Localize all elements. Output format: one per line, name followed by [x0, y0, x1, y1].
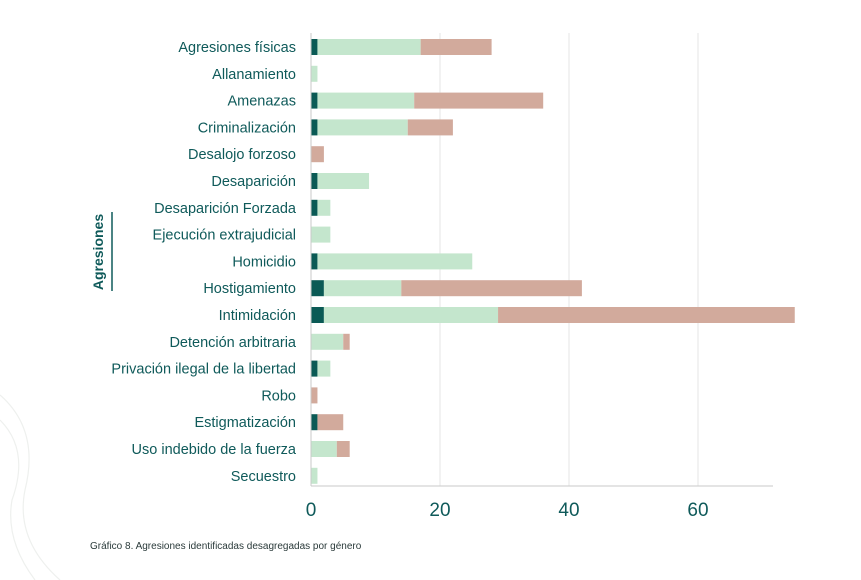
bar-segment: [420, 39, 492, 55]
bar-segment: [311, 199, 318, 216]
x-tick-label: 0: [306, 500, 317, 521]
bar-segment: [311, 65, 318, 82]
category-labels: Agresiones físicas Allanamiento Amenazas Cr…: [111, 40, 297, 485]
bar-segment: [311, 441, 337, 457]
bar-segment: [317, 414, 344, 431]
category-label: Estigmatización: [194, 415, 296, 431]
category-label: Homicidio: [232, 254, 296, 270]
x-tick-label: 40: [558, 500, 579, 521]
category-label: Desaparición Forzada: [154, 201, 297, 217]
bar-segment: [311, 467, 318, 484]
bar-segment: [317, 119, 408, 136]
bar-segment: [323, 280, 402, 297]
bar-segment: [311, 146, 324, 163]
category-label: Privación ilegal de la libertad: [111, 362, 296, 378]
bars: [311, 39, 795, 484]
bar-segment: [311, 387, 318, 404]
bar-segment: [311, 92, 318, 109]
chart-caption: Gráfico 8. Agresiones identificadas desa…: [90, 541, 362, 552]
category-label: Secuestro: [231, 469, 296, 485]
bar-segment: [323, 307, 499, 323]
bar-segment: [311, 119, 318, 136]
bar-segment: [311, 39, 318, 55]
x-axis: 0 20 40 60: [306, 33, 773, 521]
bar-segment: [311, 414, 318, 431]
bar-segment: [311, 360, 318, 377]
y-axis-title-group: Agresiones: [90, 212, 113, 291]
category-label: Detención arbitraria: [169, 335, 296, 351]
category-label: Allanamiento: [212, 67, 296, 83]
bar-segment: [336, 441, 350, 457]
bar-segment: [311, 253, 318, 270]
category-label: Amenazas: [227, 94, 296, 110]
bar-segment: [311, 173, 318, 189]
category-label: Criminalización: [198, 120, 296, 136]
x-tick-label: 20: [429, 500, 450, 521]
y-axis-title: Agresiones: [90, 214, 106, 290]
bar-segment: [343, 333, 350, 350]
category-label: Intimidación: [219, 308, 296, 324]
bar-segment: [317, 92, 415, 109]
bar-segment: [317, 39, 421, 55]
category-label: Uso indebido de la fuerza: [132, 442, 297, 458]
bar-segment: [311, 333, 344, 350]
category-label: Desalojo forzoso: [188, 147, 296, 163]
category-label: Ejecución extrajudicial: [153, 228, 296, 244]
category-label: Robo: [261, 388, 296, 404]
bar-segment: [311, 226, 331, 243]
category-label: Desaparición: [211, 174, 296, 190]
bar-segment: [311, 280, 324, 297]
category-label: Agresiones físicas: [178, 40, 296, 56]
bar-segment: [311, 307, 324, 323]
x-tick-label: 60: [687, 500, 708, 521]
bar-segment: [498, 307, 795, 323]
category-label: Hostigamiento: [203, 281, 296, 297]
background-decoration: [0, 394, 61, 580]
bar-segment: [401, 280, 582, 297]
bar-segment: [317, 253, 473, 270]
bar-segment: [407, 119, 453, 136]
bar-segment: [317, 173, 370, 189]
bar-segment: [317, 360, 331, 377]
bar-segment: [414, 92, 544, 109]
bar-segment: [317, 199, 331, 216]
